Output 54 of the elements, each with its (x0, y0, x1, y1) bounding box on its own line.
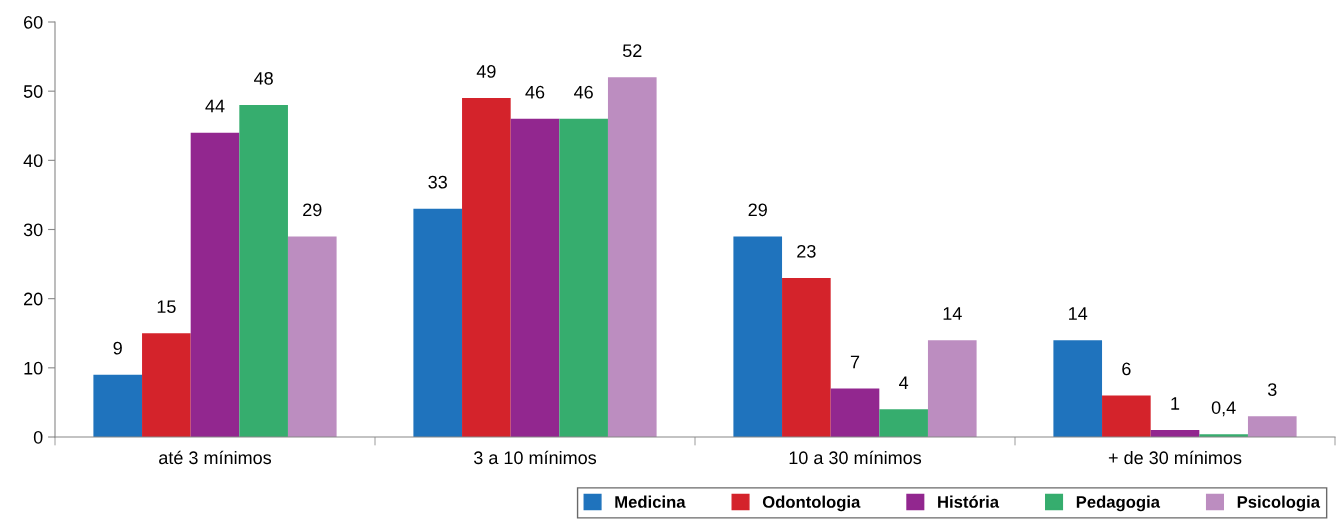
bar (239, 105, 288, 437)
data-label: 4 (899, 376, 909, 389)
data-label: 46 (574, 85, 593, 99)
bar (733, 236, 783, 437)
bar (879, 409, 928, 437)
data-label: 44 (205, 99, 225, 113)
data-label: 6 (1122, 362, 1131, 376)
data-label: 9 (113, 341, 122, 355)
bar (190, 132, 240, 437)
data-label: 29 (303, 203, 322, 217)
bar (1247, 416, 1297, 437)
x-tick-label: + de 30 mínimos (1108, 450, 1242, 465)
y-tick-label: 0 (33, 430, 43, 444)
data-label: 0,4 (1211, 401, 1236, 417)
y-tick-label: 60 (24, 15, 43, 29)
data-label: 33 (428, 175, 447, 189)
data-label: 49 (476, 65, 496, 78)
legend-label: Psicologia (1237, 495, 1321, 512)
legend-label: Pedagogia (1076, 495, 1161, 512)
data-label: 29 (748, 203, 767, 217)
bar (462, 98, 511, 437)
data-label: 23 (797, 244, 816, 258)
data-label: 52 (622, 44, 642, 58)
bar (830, 388, 880, 437)
legend-label: História (938, 495, 1000, 508)
x-tick-label: 3 a 10 mínimos (473, 450, 597, 465)
bar (607, 77, 657, 437)
bar (782, 277, 831, 437)
y-tick-label: 40 (23, 154, 43, 168)
data-label: 3 (1267, 383, 1277, 397)
data-label: 14 (1069, 307, 1088, 320)
data-label: 14 (943, 307, 962, 320)
data-label: 7 (850, 355, 860, 369)
data-label: 1 (1171, 397, 1180, 410)
bar (510, 118, 560, 437)
bar (142, 333, 191, 437)
bar (1102, 395, 1151, 437)
x-tick-label: até 3 mínimos (159, 450, 272, 465)
data-label: 15 (157, 300, 176, 314)
bar (559, 118, 608, 437)
bar (287, 236, 337, 437)
legend-label: Medicina (615, 495, 686, 508)
y-tick-label: 30 (23, 223, 43, 237)
y-tick-label: 50 (23, 85, 43, 98)
bar (1053, 340, 1103, 437)
y-tick-label: 20 (24, 292, 43, 306)
y-tick-label: 10 (24, 361, 43, 375)
bar (93, 374, 143, 437)
bar (927, 340, 977, 437)
x-tick-label: 10 a 30 mínimos (789, 450, 922, 465)
legend-label: Odontologia (762, 495, 861, 512)
bar (413, 208, 463, 437)
data-label: 48 (254, 71, 273, 85)
data-label: 46 (525, 85, 545, 99)
